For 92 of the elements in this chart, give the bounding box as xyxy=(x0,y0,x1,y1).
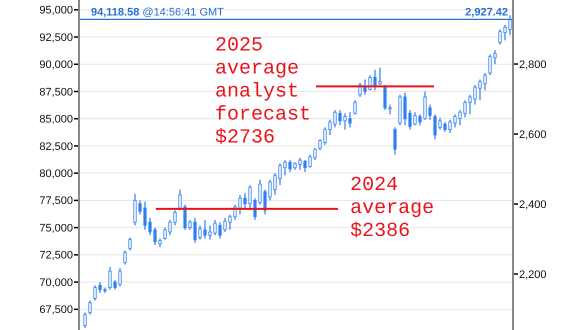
candlestick xyxy=(313,148,317,161)
y2-tick-label: 2,400 xyxy=(519,198,547,211)
candlestick xyxy=(498,28,502,46)
candlestick xyxy=(83,312,87,328)
candlestick xyxy=(188,219,192,230)
candlestick xyxy=(403,92,407,126)
candlestick xyxy=(168,219,172,236)
candlestick xyxy=(243,192,247,209)
candlestick xyxy=(163,227,167,240)
y-tick-label: 67,500 xyxy=(39,304,73,316)
candlestick xyxy=(133,193,137,226)
y-tick-label: 95,000 xyxy=(39,4,73,17)
candlestick xyxy=(213,219,217,236)
candlestick xyxy=(328,119,332,136)
y-tick-label: 77,500 xyxy=(39,195,73,208)
candlestick xyxy=(123,250,127,266)
candlestick xyxy=(458,109,462,126)
candlestick xyxy=(433,114,437,140)
candlestick xyxy=(318,138,322,151)
candlestick xyxy=(238,194,242,216)
y-tick-label: 72,500 xyxy=(39,250,73,262)
candlestick xyxy=(493,50,497,65)
candlestick xyxy=(323,126,327,146)
candlestick xyxy=(228,214,232,230)
y-tick-label: 80,000 xyxy=(39,168,73,180)
candlestick xyxy=(138,200,142,216)
y-tick-label: 87,500 xyxy=(39,86,73,98)
candlestick xyxy=(248,184,252,211)
candlestick xyxy=(393,126,397,156)
candlestick xyxy=(88,300,92,316)
candlestick xyxy=(153,227,157,246)
candlestick xyxy=(173,210,177,226)
candlestick xyxy=(108,266,112,290)
candlestick xyxy=(483,72,487,91)
candlestick xyxy=(503,24,507,41)
candlestick xyxy=(93,284,97,302)
annotation: 2,927.42 xyxy=(465,6,508,18)
candlestick xyxy=(443,121,447,132)
candlestick xyxy=(488,54,492,76)
candlestick xyxy=(208,224,212,240)
candlestick xyxy=(438,117,442,130)
candlestick xyxy=(198,224,202,240)
y-tick-label: 90,000 xyxy=(39,59,73,72)
candlestick xyxy=(303,160,307,173)
ref-line-label: 2025 average analyst forecast $2736 xyxy=(214,34,311,150)
candlestick xyxy=(258,179,262,206)
candlestick xyxy=(218,222,222,240)
candlestick xyxy=(203,219,207,240)
candlestick xyxy=(273,172,277,196)
candlestick xyxy=(378,66,382,86)
candlestick xyxy=(478,78,482,101)
y-tick-label: 92,500 xyxy=(39,32,73,44)
candlestick xyxy=(283,160,287,176)
candlestick xyxy=(288,160,292,173)
candlestick xyxy=(118,267,122,288)
candlestick xyxy=(348,112,352,128)
candlestick xyxy=(128,236,132,252)
candlestick xyxy=(338,109,342,126)
candlestick xyxy=(343,112,347,130)
candlestick xyxy=(408,109,412,130)
candlestick xyxy=(508,14,512,36)
y2-tick-label: 2,800 xyxy=(519,58,547,71)
candlestick xyxy=(463,100,467,118)
candlestick xyxy=(278,162,282,186)
ref-line-label: 2024 average $2386 xyxy=(350,174,434,244)
candlestick xyxy=(143,200,147,230)
candlestick xyxy=(413,112,417,126)
candlestick xyxy=(333,109,337,128)
candlestick xyxy=(388,104,392,115)
y-tick-label: 85,000 xyxy=(39,114,73,126)
candlestick xyxy=(428,104,432,120)
candlestick xyxy=(148,217,152,236)
candlestick xyxy=(308,154,312,168)
candlestick xyxy=(448,119,452,134)
candlestick xyxy=(193,217,197,244)
y2-tick-label: 2,600 xyxy=(519,128,547,141)
ref-line-label: 94,118.58 @14:56:41 GMT xyxy=(91,6,224,18)
candlestick xyxy=(468,94,472,115)
candlestick xyxy=(423,90,427,120)
candlestick xyxy=(453,114,457,128)
candlestick xyxy=(268,179,272,201)
candlestick xyxy=(98,281,102,294)
y-tick-label: 70,000 xyxy=(39,276,73,289)
candlestick xyxy=(298,157,302,170)
y-tick-label: 75,000 xyxy=(39,222,73,234)
y-tick-label: 82,500 xyxy=(39,140,73,153)
candlestick xyxy=(353,100,357,115)
candlestick xyxy=(418,114,422,126)
candlestick xyxy=(113,279,117,290)
candlestick xyxy=(473,84,477,106)
y2-tick-label: 2,200 xyxy=(519,268,547,281)
candlestick xyxy=(223,217,227,233)
